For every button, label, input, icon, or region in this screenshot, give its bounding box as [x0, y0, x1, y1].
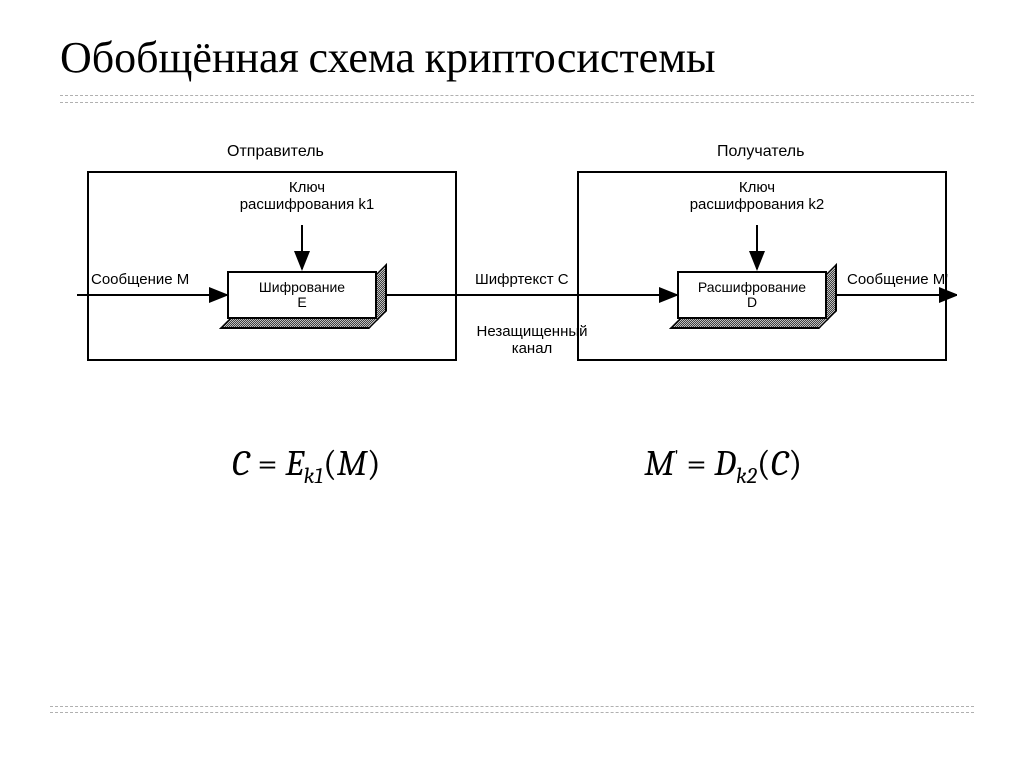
divider-mid — [60, 102, 974, 103]
encrypt-label2: E — [297, 295, 306, 310]
encrypt-box: Шифрование E — [227, 271, 377, 319]
message-in-label: Сообщение M — [91, 271, 189, 288]
receiver-label: Получатель — [717, 143, 804, 161]
page-title: Обобщённая схема криптосистемы — [60, 30, 974, 85]
divider-bottom1 — [50, 706, 974, 707]
sender-label: Отправитель — [227, 143, 324, 161]
cryptosystem-diagram: Отправитель Получатель Ключ расшифровани… — [77, 143, 957, 403]
decrypt-label1: Расшифрование — [698, 280, 806, 295]
decrypt-box: Расшифрование D — [677, 271, 827, 319]
encrypt-label1: Шифрование — [259, 280, 345, 295]
key1-label: Ключ расшифрования k1 — [227, 179, 387, 214]
divider-bottom2 — [50, 712, 974, 713]
decrypt-label2: D — [747, 295, 757, 310]
divider-top — [60, 95, 974, 96]
key2-label: Ключ расшифрования k2 — [677, 179, 837, 214]
ciphertext-label: Шифртекст C — [475, 271, 569, 288]
formula-encrypt: C = Ek1(M) — [232, 443, 381, 489]
formula-decrypt: M' = Dk2(C) — [644, 443, 802, 489]
message-out-label: Сообщение M' — [847, 271, 948, 288]
formulas-row: C = Ek1(M) M' = Dk2(C) — [60, 443, 974, 489]
channel-label: Незащищенный канал — [472, 323, 592, 357]
